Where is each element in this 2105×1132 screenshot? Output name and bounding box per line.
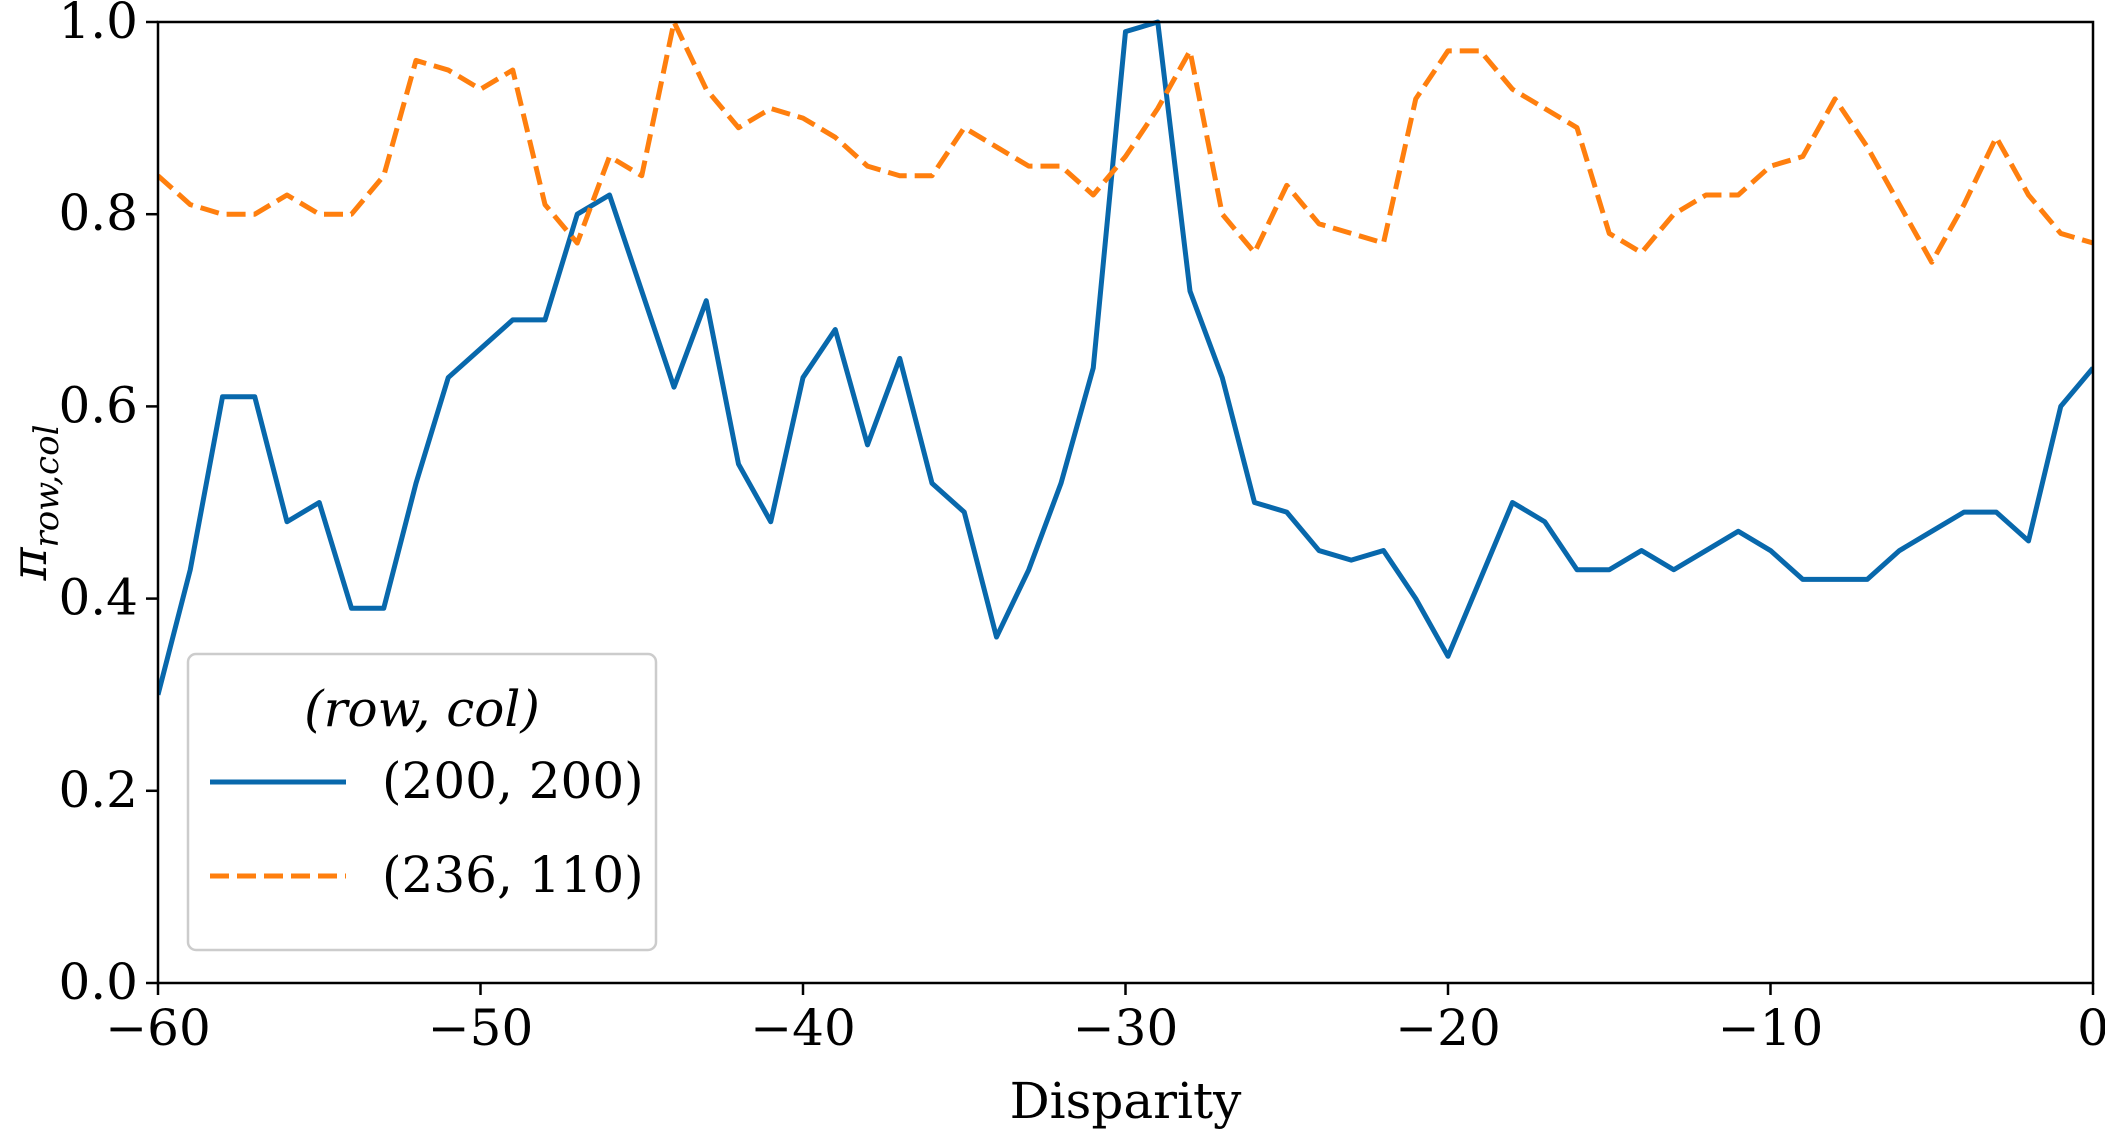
y-tick-label: 0.2 [58,761,138,819]
x-tick-label: −40 [750,999,856,1057]
y-tick-label: 0.8 [58,184,138,242]
x-axis-label: Disparity [1010,1072,1243,1130]
y-axis-label: πrow,col [0,425,67,582]
x-tick-label: −10 [1718,999,1824,1057]
y-axis-label-base: π [0,546,58,581]
series-layer [158,19,2093,696]
y-tick-label: 0.6 [58,376,138,434]
series-line-2 [158,19,2093,265]
y-axis-label-subscript: row,col [27,425,67,548]
y-tick-label: 0.4 [58,569,138,627]
y-tick-label: 0.0 [58,953,138,1011]
x-tick-label: −30 [1073,999,1179,1057]
legend-label-1: (200, 200) [382,752,644,810]
legend-entries: (200, 200) (236, 110) [210,752,644,904]
x-tick-label: 0 [2077,999,2105,1057]
legend-label-2: (236, 110) [382,846,644,904]
legend: (row, col) (200, 200) (236, 110) [186,652,658,952]
legend-title: (row, col) [304,680,540,738]
x-tick-label: −60 [105,999,211,1057]
x-tick-label: −20 [1395,999,1501,1057]
x-axis-ticks: −60 −50 −40 −30 −20 −10 0 [105,983,2105,1057]
y-axis-ticks: 0.0 0.2 0.4 0.6 0.8 1.0 [58,0,158,1011]
series-line-1 [158,19,2093,696]
y-tick-label: 1.0 [58,0,138,50]
x-tick-label: −50 [428,999,534,1057]
